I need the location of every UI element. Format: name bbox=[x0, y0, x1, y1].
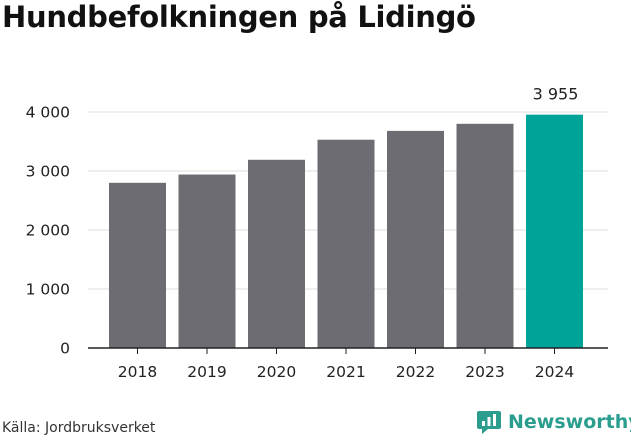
brand-name: Newsworthy bbox=[508, 411, 631, 433]
source-note: Källa: Jordbruksverket bbox=[2, 420, 156, 436]
data-label: 3 955 bbox=[533, 85, 579, 104]
bar-2020[interactable] bbox=[248, 159, 305, 348]
bar-2023[interactable] bbox=[456, 123, 514, 348]
y-tick-label: 0 bbox=[60, 340, 70, 358]
bar-2022[interactable] bbox=[387, 130, 444, 348]
y-tick-label: 3 000 bbox=[26, 163, 70, 181]
x-tick-label: 2022 bbox=[396, 363, 435, 381]
x-tick-label: 2023 bbox=[465, 363, 504, 381]
x-tick-label: 2019 bbox=[187, 363, 226, 381]
bar-2024[interactable] bbox=[526, 114, 583, 348]
bar-2019[interactable] bbox=[178, 174, 236, 348]
x-tick-label: 2024 bbox=[535, 363, 574, 381]
brand-logo[interactable]: Newsworthy bbox=[476, 409, 631, 435]
x-tick-label: 2018 bbox=[118, 363, 157, 381]
y-tick-label: 2 000 bbox=[26, 222, 70, 240]
chart-title: Hundbefolkningen på Lidingö bbox=[2, 0, 476, 34]
x-tick-label: 2021 bbox=[326, 363, 365, 381]
y-tick-label: 1 000 bbox=[26, 281, 70, 299]
bar-2018[interactable] bbox=[109, 182, 166, 348]
y-tick-label: 4 000 bbox=[26, 104, 70, 122]
newsworthy-logo-icon bbox=[477, 411, 501, 434]
bar-2021[interactable] bbox=[317, 139, 375, 348]
x-tick-label: 2020 bbox=[257, 363, 296, 381]
